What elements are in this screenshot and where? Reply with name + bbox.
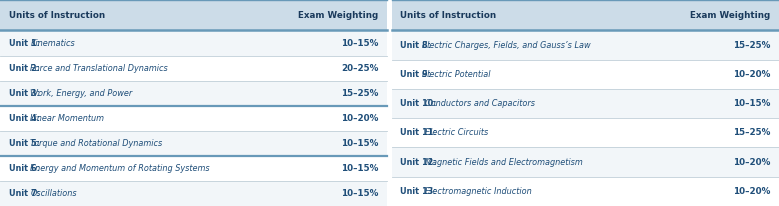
- Text: Work, Energy, and Power: Work, Energy, and Power: [30, 89, 132, 98]
- Text: Units of Instruction: Units of Instruction: [400, 11, 496, 20]
- Text: 10–15%: 10–15%: [341, 164, 379, 173]
- Bar: [392, 89, 779, 118]
- Bar: [0, 181, 387, 206]
- Text: 15–25%: 15–25%: [733, 128, 770, 137]
- Text: Unit 8:: Unit 8:: [400, 41, 432, 50]
- Text: Exam Weighting: Exam Weighting: [690, 11, 770, 20]
- Bar: [392, 30, 779, 60]
- Bar: [0, 81, 387, 106]
- Text: 10–20%: 10–20%: [733, 187, 770, 196]
- Text: Force and Translational Dynamics: Force and Translational Dynamics: [30, 64, 168, 73]
- Text: Electric Potential: Electric Potential: [422, 70, 491, 79]
- Bar: [0, 0, 387, 30]
- Text: Conductors and Capacitors: Conductors and Capacitors: [425, 99, 535, 108]
- Text: Unit 11:: Unit 11:: [400, 128, 437, 137]
- Text: 10–15%: 10–15%: [733, 99, 770, 108]
- Text: Linear Momentum: Linear Momentum: [30, 114, 104, 123]
- Text: Units of Instruction: Units of Instruction: [9, 11, 104, 20]
- Bar: [0, 131, 387, 156]
- Text: 10–20%: 10–20%: [733, 70, 770, 79]
- Text: 10–15%: 10–15%: [341, 39, 379, 48]
- Text: 20–25%: 20–25%: [341, 64, 379, 73]
- Bar: [0, 30, 387, 56]
- Bar: [392, 177, 779, 206]
- Bar: [0, 56, 387, 81]
- Text: 10–20%: 10–20%: [733, 158, 770, 167]
- Bar: [392, 0, 779, 30]
- Text: Electric Charges, Fields, and Gauss’s Law: Electric Charges, Fields, and Gauss’s La…: [422, 41, 590, 50]
- Text: Unit 9:: Unit 9:: [400, 70, 432, 79]
- Text: 10–15%: 10–15%: [341, 189, 379, 198]
- Text: Unit 3:: Unit 3:: [9, 89, 39, 98]
- Text: Unit 5:: Unit 5:: [9, 139, 40, 148]
- Text: Unit 2:: Unit 2:: [9, 64, 40, 73]
- Text: Electromagnetic Induction: Electromagnetic Induction: [425, 187, 532, 196]
- Text: Magnetic Fields and Electromagnetism: Magnetic Fields and Electromagnetism: [425, 158, 583, 167]
- Text: Energy and Momentum of Rotating Systems: Energy and Momentum of Rotating Systems: [30, 164, 210, 173]
- Text: 15–25%: 15–25%: [733, 41, 770, 50]
- Bar: [392, 118, 779, 147]
- Text: Oscillations: Oscillations: [30, 189, 77, 198]
- Text: 10–20%: 10–20%: [341, 114, 379, 123]
- Text: Exam Weighting: Exam Weighting: [298, 11, 379, 20]
- Bar: [0, 106, 387, 131]
- Text: Unit 12:: Unit 12:: [400, 158, 437, 167]
- Text: 10–15%: 10–15%: [341, 139, 379, 148]
- Text: Unit 10:: Unit 10:: [400, 99, 437, 108]
- Text: Unit 7:: Unit 7:: [9, 189, 40, 198]
- Text: Kinematics: Kinematics: [30, 39, 75, 48]
- Text: Unit 6:: Unit 6:: [9, 164, 40, 173]
- Bar: [392, 147, 779, 177]
- Text: Unit 4:: Unit 4:: [9, 114, 40, 123]
- Bar: [392, 60, 779, 89]
- Text: Torque and Rotational Dynamics: Torque and Rotational Dynamics: [30, 139, 163, 148]
- Bar: [0, 156, 387, 181]
- Text: 15–25%: 15–25%: [341, 89, 379, 98]
- Text: Unit 1:: Unit 1:: [9, 39, 40, 48]
- Text: Unit 13:: Unit 13:: [400, 187, 437, 196]
- Text: Electric Circuits: Electric Circuits: [425, 128, 488, 137]
